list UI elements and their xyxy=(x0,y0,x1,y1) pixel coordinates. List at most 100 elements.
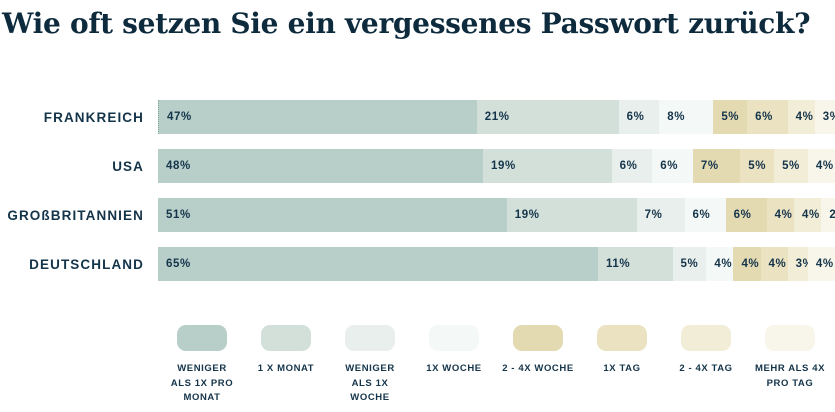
segment-value: 65% xyxy=(166,258,191,270)
legend-label: 1 X MONAT xyxy=(257,363,315,374)
bar-track: 65% 11% 5% 4% 4% 4% 3% 4% xyxy=(158,247,835,281)
bar-segment: 19% xyxy=(482,149,612,183)
bar-segment: 11% xyxy=(598,247,673,281)
bar-segment: 4% xyxy=(787,100,815,134)
bar-track: 47% 21% 6% 8% 5% 6% 4% 3% xyxy=(158,100,835,134)
bar-segment: 4% xyxy=(760,247,788,281)
segment-value: 4% xyxy=(714,258,733,270)
bar-segment: 4% xyxy=(793,198,822,232)
segment-value: 6% xyxy=(755,111,773,123)
bar-segment: 3% xyxy=(814,100,835,134)
bar-segment: 4% xyxy=(706,247,734,281)
bar-segment: 47% xyxy=(158,100,477,134)
legend-label: 2 - 4X TAG xyxy=(679,363,733,374)
bar-segment: 7% xyxy=(692,149,741,183)
legend-item: WENIGER ALS 1X PRO MONAT xyxy=(160,325,244,406)
segment-value: 4% xyxy=(815,160,834,172)
legend-item: 1 X MONAT xyxy=(244,325,328,406)
bar-segment: 6% xyxy=(747,100,788,134)
bar-segment: 5% xyxy=(774,149,808,183)
category-label: USA xyxy=(112,158,144,174)
segment-value: 19% xyxy=(514,209,540,221)
bar-segment: 8% xyxy=(659,100,714,134)
bar-segment: 4% xyxy=(733,247,761,281)
legend-item: 2 - 4X WOCHE xyxy=(496,325,580,406)
segment-value: 47% xyxy=(167,111,192,123)
segment-value: 6% xyxy=(692,209,711,221)
segment-value: 4% xyxy=(795,111,814,123)
legend-item: 2 - 4X TAG xyxy=(664,325,748,406)
category-label: DEUTSCHLAND xyxy=(29,256,144,272)
bar-segment: 4% xyxy=(766,198,794,232)
bar-rows: FRANKREICH47%21%6%8%5%6%4%3%USA48%19%6%6… xyxy=(0,100,835,281)
legend-item: WENIGER ALS 1X WOCHE xyxy=(328,325,412,406)
bar-segment: 65% xyxy=(158,247,599,281)
legend-swatch xyxy=(597,325,647,351)
legend-item: 1X WOCHE xyxy=(412,325,496,406)
segment-value: 4% xyxy=(774,209,793,221)
bar-segment: 6% xyxy=(652,149,693,183)
segment-value: 8% xyxy=(667,111,686,123)
bar-segment: 4% xyxy=(807,149,835,183)
segment-value: 19% xyxy=(490,160,516,172)
bar-segment: 4% xyxy=(807,247,835,281)
bar-row: GROßBRITANNIEN 51% 19% 7% 6% 6% 4% 4% 2% xyxy=(0,198,835,232)
bar-segment: 21% xyxy=(476,100,619,134)
bar-segment: 5% xyxy=(740,149,775,183)
segment-value: 6% xyxy=(660,160,679,172)
bar-segment: 19% xyxy=(506,198,637,232)
bar-track: 51% 19% 7% 6% 6% 4% 4% 2% xyxy=(158,198,835,232)
segment-value: 5% xyxy=(782,160,800,172)
bar-segment: 5% xyxy=(672,247,707,281)
legend-label: 1X WOCHE xyxy=(426,363,482,374)
legend-item: 1X TAG xyxy=(580,325,664,406)
legend-label: 2 - 4X WOCHE xyxy=(502,363,574,374)
legend-label: WENIGER ALS 1X WOCHE xyxy=(345,363,395,404)
legend-label: MEHR ALS 4X PRO TAG xyxy=(754,363,826,389)
segment-value: 4% xyxy=(815,258,834,270)
segment-value: 6% xyxy=(733,209,752,221)
segment-value: 51% xyxy=(166,209,191,221)
segment-value: 5% xyxy=(748,160,767,172)
segment-value: 4% xyxy=(768,258,787,270)
segment-value: 48% xyxy=(166,160,191,172)
bar-segment: 7% xyxy=(636,198,685,232)
legend-swatch xyxy=(765,325,815,351)
bar-row: FRANKREICH 47% 21% 6% 8% 5% 6% 4% 3% xyxy=(0,100,835,134)
category-label: GROßBRITANNIEN xyxy=(7,207,144,223)
bar-segment: 48% xyxy=(158,149,483,183)
bar-segment: 6% xyxy=(684,198,726,232)
page-title: Wie oft setzen Sie ein vergessenes Passw… xyxy=(2,7,811,40)
segment-value: 5% xyxy=(680,258,699,270)
bar-segment: 3% xyxy=(787,247,813,281)
legend-swatch xyxy=(681,325,731,351)
category-label: FRANKREICH xyxy=(43,109,144,125)
bar-segment: 6% xyxy=(618,100,660,134)
legend-label: 1X TAG xyxy=(603,363,641,374)
segment-value: 2% xyxy=(829,209,835,221)
segment-value: 21% xyxy=(484,111,510,123)
bar-row: DEUTSCHLAND 65% 11% 5% 4% 4% 4% 3% 4% xyxy=(0,247,835,281)
legend-swatch xyxy=(261,325,311,351)
segment-value: 7% xyxy=(644,209,663,221)
legend-label: WENIGER ALS 1X PRO MONAT xyxy=(170,363,234,404)
segment-value: 6% xyxy=(619,160,638,172)
bar-segment: 2% xyxy=(821,198,835,232)
segment-value: 11% xyxy=(606,258,631,270)
segment-value: 7% xyxy=(700,160,719,172)
segment-value: 5% xyxy=(721,111,740,123)
legend-swatch xyxy=(513,325,563,351)
legend-swatch xyxy=(345,325,395,351)
bar-row: USA 48% 19% 6% 6% 7% 5% 5% 4% xyxy=(0,149,835,183)
legend-item: MEHR ALS 4X PRO TAG xyxy=(748,325,832,406)
bar-segment: 6% xyxy=(611,149,653,183)
segment-value: 6% xyxy=(626,111,645,123)
segment-value: 4% xyxy=(801,209,820,221)
bar-segment: 6% xyxy=(725,198,767,232)
bar-segment: 5% xyxy=(713,100,748,134)
legend-swatch xyxy=(429,325,479,351)
legend: WENIGER ALS 1X PRO MONAT 1 X MONAT WENIGER… xyxy=(160,325,832,406)
segment-value: 3% xyxy=(822,111,835,123)
legend-swatch xyxy=(177,325,227,351)
